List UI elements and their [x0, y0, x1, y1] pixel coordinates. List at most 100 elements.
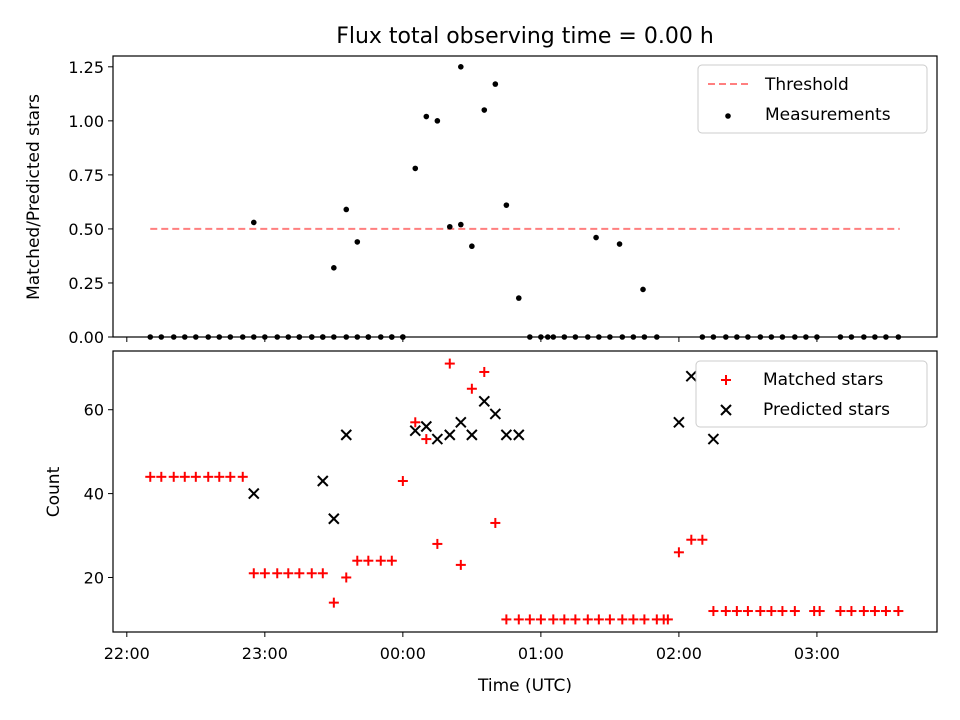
x-tick-label: 00:00: [380, 644, 426, 663]
measurement-point: [285, 334, 292, 340]
measurement-point: [250, 334, 257, 340]
predicted-star-point: [328, 513, 340, 525]
predicted-star-point: [489, 408, 502, 420]
predicted-star-point: [420, 420, 433, 433]
x-axis-label: Time (UTC): [477, 676, 572, 696]
matched-star-point: [410, 417, 421, 428]
matched-star-point: [203, 471, 214, 482]
x-stroke: [409, 424, 421, 437]
matched-star-point: [582, 614, 593, 625]
predicted-star-point: [466, 429, 478, 441]
measurement-point: [803, 334, 809, 340]
matched-star-point: [513, 614, 524, 625]
matched-star-point: [708, 606, 719, 617]
x-stroke: [444, 429, 456, 441]
x-tick-label: 01:00: [518, 644, 564, 663]
x-tick-label: 22:00: [104, 644, 150, 663]
matched-star-point: [673, 547, 684, 558]
matched-star-point: [156, 471, 167, 482]
measurement-point: [527, 334, 533, 340]
measurement-point: [895, 334, 902, 340]
predicted-star-point: [317, 475, 329, 487]
x-stroke: [340, 429, 352, 441]
measurement-point: [170, 334, 177, 340]
measurement-point: [158, 334, 165, 340]
measurement-point: [434, 118, 441, 124]
matched-star-point: [179, 471, 190, 482]
measurement-point: [458, 221, 464, 228]
predicted-star-point: [431, 433, 444, 445]
matched-star-point: [639, 614, 650, 625]
predicted-star-point: [673, 416, 685, 429]
matched-star-point: [168, 471, 179, 482]
measurement-point: [561, 334, 568, 340]
matched-star-point: [145, 471, 156, 482]
measurement-point: [343, 334, 350, 340]
matched-star-point: [755, 606, 766, 617]
matched-star-point: [455, 559, 466, 570]
y-tick-label: 1.00: [68, 112, 104, 131]
measurement-point: [848, 334, 855, 340]
predicted-star-point: [409, 424, 421, 437]
predicted-star-point: [707, 433, 720, 445]
x-stroke: [673, 416, 685, 429]
measurement-point: [654, 334, 660, 340]
matched-star-point: [490, 517, 501, 528]
legend-predicted-swatch: [720, 404, 732, 416]
legend-matched-swatch: [721, 375, 731, 385]
bottom-y-axis-label: Count: [44, 466, 64, 517]
measurement-point: [193, 334, 199, 340]
matched-star-point: [363, 555, 374, 566]
x-stroke: [248, 487, 260, 500]
bottom-data-marks: [145, 358, 904, 625]
matched-star-point: [272, 568, 283, 579]
matched-star-point: [789, 606, 800, 617]
legend-matched-label: Matched stars: [763, 370, 883, 390]
measurement-point: [216, 334, 223, 340]
legend-measurements-label: Measurements: [765, 105, 891, 125]
y-tick-label: 0.25: [68, 274, 104, 293]
measurement-point: [585, 334, 591, 340]
matched-star-point: [317, 568, 328, 579]
predicted-star-point: [444, 429, 456, 441]
bottom-panel: 20 40 60 22:00 23:00 00:00 01:00 02:00 03:00 Co…: [44, 350, 938, 696]
measurement-point: [492, 81, 499, 87]
matched-star-point: [535, 614, 546, 625]
matched-star-point: [259, 568, 270, 579]
top-y-ticks: 0.00 0.25 0.50 0.75 1.00 1.25: [68, 58, 113, 347]
matched-star-point: [846, 606, 857, 617]
measurement-point: [607, 334, 613, 340]
x-stroke: [455, 416, 467, 429]
measurement-point: [446, 223, 453, 230]
measurement-point: [365, 334, 372, 340]
measurement-point: [319, 334, 326, 340]
measurement-point: [861, 334, 867, 340]
measurement-point: [883, 334, 889, 340]
x-stroke: [513, 429, 525, 441]
matched-star-point: [328, 597, 339, 608]
matched-star-point: [479, 366, 490, 377]
matched-star-point: [248, 568, 259, 579]
measurement-point: [412, 165, 419, 172]
predicted-star-point: [685, 370, 698, 382]
top-panel: 0.00 0.25 0.50 0.75 1.00 1.25 Matched/Predict…: [24, 55, 938, 347]
measurement-point: [641, 334, 648, 340]
measurement-point: [205, 334, 212, 340]
matched-star-point: [835, 606, 846, 617]
matched-star-point: [604, 614, 615, 625]
measurement-point: [814, 334, 820, 340]
measurement-point: [181, 334, 188, 340]
measurement-point: [572, 334, 579, 340]
measurement-point: [354, 334, 361, 340]
measurement-point: [239, 334, 246, 340]
top-data-marks: [147, 64, 902, 340]
x-stroke: [431, 433, 444, 445]
y-tick-label: 0.50: [68, 220, 104, 239]
matched-star-point: [893, 606, 904, 617]
matched-star-point: [686, 534, 697, 545]
measurement-point: [596, 334, 602, 340]
measurement-point: [469, 243, 475, 250]
matched-star-point: [432, 538, 443, 549]
matched-star-point: [283, 568, 294, 579]
measurement-point: [250, 219, 257, 226]
